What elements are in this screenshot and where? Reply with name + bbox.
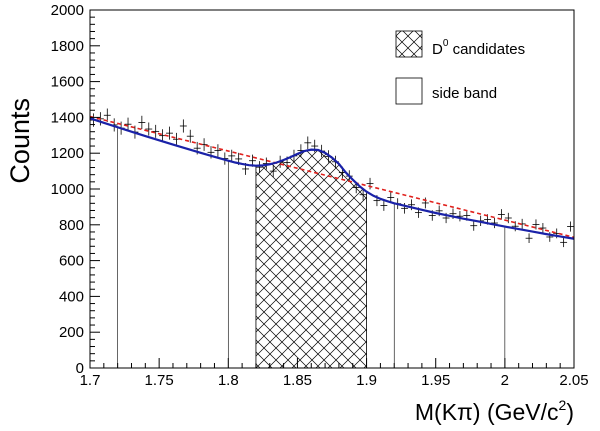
x-axis-label: M(Kπ) (GeV/c2): [415, 397, 574, 425]
d0-candidates-hatched-region: [255, 149, 367, 369]
x-tick-label: 1.75: [145, 372, 174, 389]
data-point: [532, 219, 540, 230]
data-point: [186, 129, 194, 143]
y-tick-label: 600: [59, 253, 84, 270]
total-fit-curve: [89, 117, 575, 240]
data-point: [359, 189, 367, 201]
y-tick-label: 1200: [51, 145, 84, 162]
legend-hatched-swatch: [395, 30, 423, 58]
x-tick-label: 1.8: [218, 372, 239, 389]
x-axis-ticks: 1.7 1.75 1.8 1.85 1.9 1.95 2 2.05: [80, 358, 589, 389]
x-tick-label: 1.95: [421, 372, 450, 389]
legend-label-side-band: side band: [432, 85, 497, 102]
data-point: [456, 210, 464, 222]
data-point: [497, 209, 505, 220]
y-tick-label: 200: [59, 324, 84, 341]
data-point: [214, 144, 222, 157]
data-point: [166, 126, 173, 140]
data-point: [152, 124, 160, 138]
data-point: [380, 200, 388, 211]
data-point: [511, 221, 519, 232]
data-point: [421, 197, 429, 209]
data-point: [304, 136, 312, 150]
y-tick-label: 800: [59, 217, 84, 234]
x-tick-label: 1.9: [356, 372, 377, 389]
data-point: [366, 177, 374, 190]
data-point: [179, 119, 187, 133]
data-point: [255, 161, 263, 174]
data-point: [124, 117, 132, 131]
y-tick-label: 1000: [51, 181, 84, 198]
y-tick-label: 2000: [51, 2, 84, 19]
y-tick-label: 400: [59, 288, 84, 305]
data-point: [560, 237, 568, 248]
data-point: [525, 233, 533, 244]
y-tick-label: 1800: [51, 38, 84, 55]
data-point: [470, 220, 478, 231]
y-tick-label: 1600: [51, 74, 84, 91]
data-point: [145, 122, 153, 136]
data-point: [567, 221, 574, 232]
x-tick-label: 1.7: [80, 372, 101, 389]
y-axis-label: Counts: [5, 98, 35, 184]
data-point: [138, 115, 146, 130]
y-tick-label: 0: [76, 360, 84, 377]
x-tick-label: 1.85: [283, 372, 312, 389]
legend: D0 candidates side band: [395, 30, 525, 105]
legend-open-swatch: [395, 77, 423, 105]
background-fit-line: [89, 115, 575, 239]
data-point: [103, 108, 111, 122]
x-tick-label: 2.05: [559, 372, 588, 389]
data-point: [269, 165, 277, 178]
y-axis-ticks: 0 200 400 600 800 1000 1200 1400 1600 1800 2000: [51, 2, 100, 377]
data-point: [491, 217, 498, 229]
data-point: [228, 149, 236, 163]
data-point: [539, 223, 547, 234]
x-tick-label: 2: [501, 372, 509, 389]
side-band-lines: [117, 127, 506, 368]
legend-label-d0-candidates: D0 candidates: [432, 38, 525, 58]
data-point: [504, 212, 512, 224]
y-tick-label: 1400: [51, 109, 84, 126]
